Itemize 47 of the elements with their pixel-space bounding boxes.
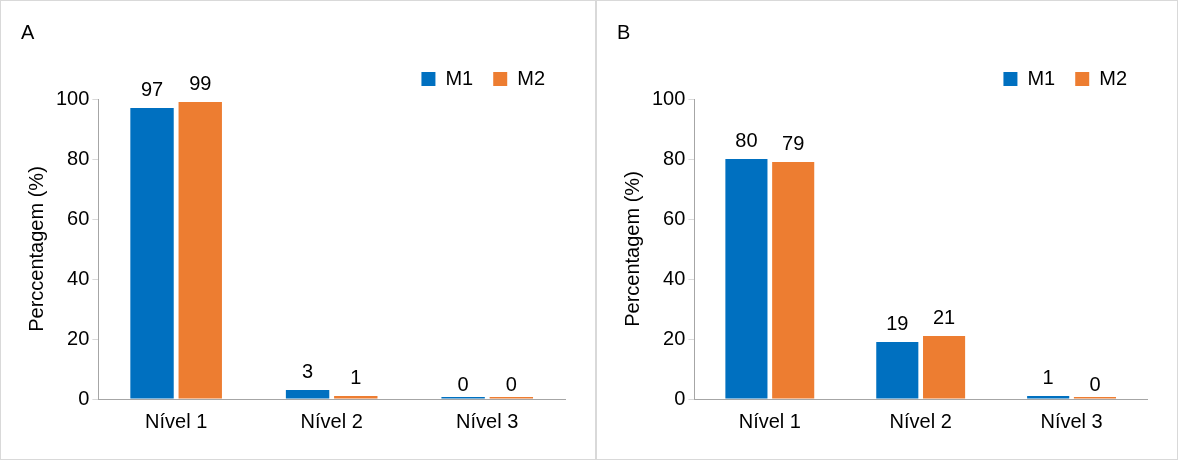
data-label: 3	[302, 359, 314, 382]
y-tick-label: 60	[663, 206, 686, 229]
data-label: 1	[350, 365, 362, 388]
y-tick-label: 80	[67, 146, 90, 169]
y-tick-label: 80	[663, 146, 686, 169]
y-tick-label: 40	[67, 266, 90, 289]
bar	[772, 162, 815, 399]
bar	[285, 390, 330, 399]
y-axis-title: Perccentagem (%)	[24, 166, 47, 332]
y-tick-label: 20	[67, 326, 90, 349]
data-label: 19	[886, 311, 909, 334]
x-tick-label: Nível 3	[456, 409, 519, 432]
data-label: 0	[457, 372, 469, 395]
y-tick-label: 0	[78, 386, 90, 409]
x-tick-label: Nível 2	[889, 409, 952, 432]
bar	[1027, 396, 1070, 399]
bar	[334, 396, 378, 399]
x-tick-label: Nível 3	[1040, 409, 1103, 432]
data-label: 1	[1042, 365, 1054, 388]
chart-title: A	[21, 20, 35, 43]
y-axis-title: Percentagem (%)	[620, 171, 643, 327]
chart-title: B	[617, 20, 631, 43]
y-tick-label: 100	[651, 86, 686, 109]
y-tick-label: 60	[67, 206, 90, 229]
data-label: 80	[735, 128, 758, 151]
x-tick-label: Nível 1	[738, 409, 801, 432]
y-tick-label: 100	[55, 86, 90, 109]
data-label: 0	[1089, 372, 1101, 395]
data-label: 79	[782, 131, 805, 154]
bar	[725, 159, 768, 399]
data-label: 21	[932, 305, 956, 328]
legend-label: M1	[445, 66, 474, 89]
legend-label: M1	[1027, 66, 1056, 89]
bar	[178, 102, 222, 399]
y-tick-label: 40	[663, 266, 686, 289]
legend-label: M2	[1099, 66, 1128, 89]
x-tick-label: Nível 2	[300, 409, 363, 432]
bar	[923, 336, 966, 399]
data-label: 97	[140, 77, 164, 100]
data-label: 0	[505, 372, 517, 395]
x-tick-label: Nível 1	[145, 409, 208, 432]
y-tick-label: 0	[674, 386, 686, 409]
y-tick-label: 20	[663, 326, 686, 349]
data-label: 99	[189, 71, 212, 94]
bar	[130, 108, 174, 399]
legend-label: M2	[517, 66, 546, 89]
bar	[876, 342, 919, 399]
